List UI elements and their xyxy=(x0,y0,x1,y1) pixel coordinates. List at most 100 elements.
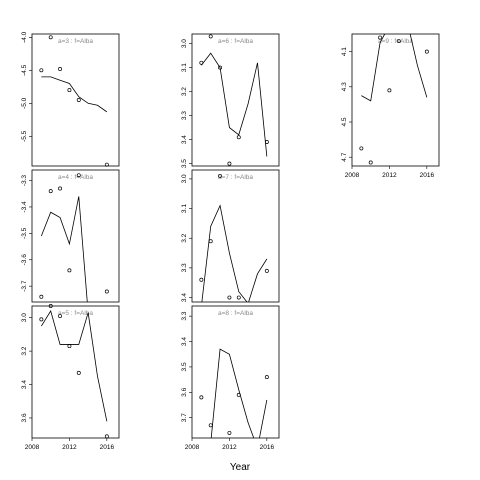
y-tick-label: 4.5 xyxy=(341,117,348,126)
observed-point xyxy=(387,88,392,93)
panel-frame xyxy=(191,305,280,439)
y-tick-label: 4.7 xyxy=(341,152,348,161)
y-tick-label: 3.3 xyxy=(181,111,188,120)
y-tick-label: 3.5 xyxy=(181,159,188,168)
panel-7: a=8 : f=Alba 3.3 3.4 3.5 3.6 3.7 2008 2012 2016 xyxy=(181,305,280,451)
observed-point xyxy=(48,35,53,40)
x-tick-label: 2012 xyxy=(62,444,77,451)
observed-point xyxy=(264,140,269,144)
fitted-line xyxy=(41,310,108,422)
y-tick-label: -5.5 xyxy=(21,130,28,142)
y-tick-label: -3.3 xyxy=(21,175,28,187)
panel-strip-label: a=7 : f=Alba xyxy=(218,174,253,181)
observed-point xyxy=(76,370,81,375)
y-tick-label: 3.4 xyxy=(181,337,188,346)
x-tick-label: 2016 xyxy=(420,172,435,179)
observed-point xyxy=(76,173,81,178)
observed-point xyxy=(264,375,269,380)
panel-frame xyxy=(191,33,280,167)
panel-1: a=3 : f=Alba -4.0 -4.5 -5.0 -5.5 xyxy=(21,31,120,167)
observed-point xyxy=(218,65,223,70)
observed-point xyxy=(39,317,44,322)
panel-frame xyxy=(351,33,440,167)
observed-point xyxy=(199,395,204,400)
panel-strip-label: a=5 : f=Alba xyxy=(58,310,93,317)
y-tick-label: 3.0 xyxy=(181,39,188,48)
panel-3: a=9 : f=Alba 4.1 4.3 4.5 4.7 2008 2012 2016 xyxy=(341,33,440,179)
y-tick-label: 3.2 xyxy=(21,346,28,355)
y-tick-label: 3.1 xyxy=(181,204,188,213)
panel-frame xyxy=(191,169,280,303)
observed-point xyxy=(48,304,53,308)
observed-point xyxy=(199,60,204,65)
y-tick-label: 3.4 xyxy=(181,135,188,144)
panel-frame xyxy=(31,33,120,167)
panel-strip-label: a=6 : f=Alba xyxy=(218,38,253,45)
observed-point xyxy=(104,434,109,439)
panel-frame xyxy=(31,305,120,439)
y-tick-label: 3.2 xyxy=(181,87,188,96)
x-tick-label: 2012 xyxy=(382,172,397,179)
observed-point xyxy=(199,277,204,282)
y-tick-label: -3.7 xyxy=(21,280,28,292)
y-tick-label: 4.3 xyxy=(341,82,348,91)
observed-point xyxy=(67,344,72,349)
observed-point xyxy=(227,295,232,300)
y-tick-label: 3.3 xyxy=(181,263,188,272)
observed-point xyxy=(359,146,364,151)
y-tick-label: 4.1 xyxy=(341,47,348,56)
panel-2: a=6 : f=Alba 3.0 3.1 3.2 3.3 3.4 3.5 xyxy=(181,33,280,168)
panel-5: a=7 : f=Alba 3.0 3.1 3.2 3.3 3.4 xyxy=(181,169,280,303)
y-tick-label: 3.4 xyxy=(21,380,28,389)
observed-point xyxy=(48,189,53,194)
x-tick-label: 2008 xyxy=(185,444,200,451)
x-tick-label: 2012 xyxy=(222,444,237,451)
panels-layer: a=3 : f=Alba -4.0 -4.5 -5.0 -5.5 a=6 : f=Alba… xyxy=(21,31,440,451)
x-tick-label: 2008 xyxy=(25,444,40,451)
observed-point xyxy=(208,239,213,244)
fitted-line xyxy=(201,204,268,302)
y-tick-label: 3.7 xyxy=(181,413,188,422)
x-tick-label: 2008 xyxy=(345,172,360,179)
observed-point xyxy=(218,173,223,178)
observed-point xyxy=(424,49,429,54)
observed-point xyxy=(67,88,72,93)
observed-point xyxy=(236,295,241,300)
observed-point xyxy=(76,98,81,102)
panel-frame xyxy=(31,169,120,303)
y-tick-label: -3.4 xyxy=(21,201,28,213)
y-tick-label: 3.4 xyxy=(181,293,188,302)
observed-point xyxy=(208,423,213,428)
observed-point xyxy=(67,268,72,273)
observed-point xyxy=(58,314,63,318)
y-tick-label: 3.1 xyxy=(181,63,188,72)
observed-point xyxy=(396,39,401,43)
observed-point xyxy=(104,162,109,167)
fitted-line xyxy=(210,348,268,438)
panel-strip-label: a=8 : f=Alba xyxy=(218,310,253,317)
y-tick-label: 3.2 xyxy=(181,233,188,242)
panel-strip-label: a=4 : f=Alba xyxy=(58,174,93,181)
observed-point xyxy=(368,160,373,165)
y-tick-label: -5.0 xyxy=(21,97,28,109)
y-tick-label: -3.5 xyxy=(21,227,28,239)
panel-4: a=4 : f=Alba -3.3 -3.4 -3.5 -3.6 -3.7 xyxy=(21,169,120,303)
panel-strip-label: a=3 : f=Alba xyxy=(58,38,93,45)
observed-point xyxy=(378,35,383,40)
observed-point xyxy=(236,392,241,397)
observed-point xyxy=(39,68,44,73)
panel-strip-label: a=9 : f=Alba xyxy=(378,38,413,45)
observed-point xyxy=(264,268,269,273)
observed-point xyxy=(58,67,63,71)
panel-6: a=5 : f=Alba 3.0 3.2 3.4 3.6 2008 2012 2016 xyxy=(21,304,120,451)
y-tick-label: 3.6 xyxy=(181,387,188,396)
y-tick-label: -4.5 xyxy=(21,64,28,76)
fitted-line xyxy=(41,76,108,113)
x-axis-title: Year xyxy=(230,462,251,473)
observed-point xyxy=(227,430,232,435)
observed-point xyxy=(104,289,109,294)
fitted-line xyxy=(361,34,428,102)
fitted-line xyxy=(40,196,88,302)
fitted-line xyxy=(201,52,268,157)
